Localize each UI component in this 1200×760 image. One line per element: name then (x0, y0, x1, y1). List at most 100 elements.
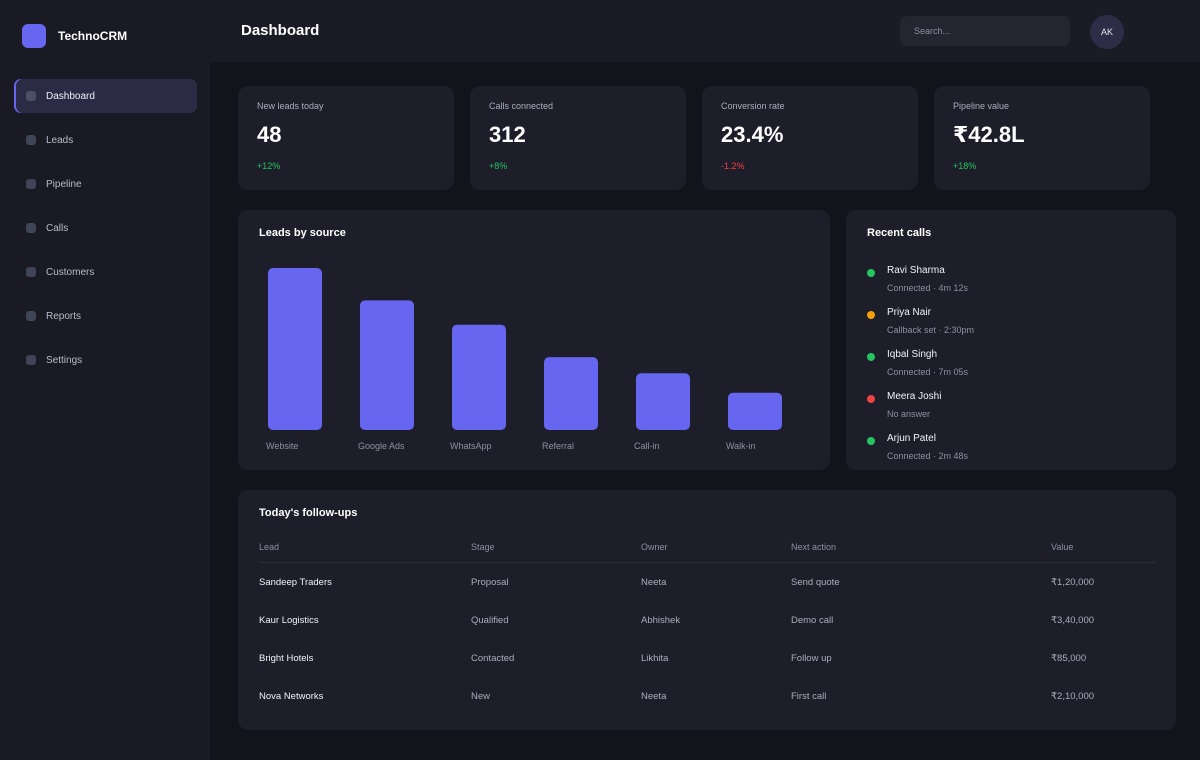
column-header: Next action (791, 542, 837, 552)
kpi-card-pipeline-value: Pipeline value ₹42.8L +18% (934, 86, 1150, 190)
brand-logo-icon (22, 24, 46, 48)
call-status: Connected · 2m 48s (887, 451, 969, 461)
cell-stage: Contacted (471, 653, 515, 664)
cell-stage: Proposal (471, 577, 509, 588)
chart-bar-call-in[interactable] (636, 373, 690, 430)
cell-next-action: Send quote (791, 577, 840, 588)
sidebar-item-customers[interactable]: Customers (14, 255, 197, 289)
sidebar-item-label: Customers (46, 266, 95, 278)
chart-title: Leads by source (259, 227, 346, 239)
sidebar-item-calls[interactable]: Calls (14, 211, 197, 245)
search-input[interactable] (900, 16, 1070, 46)
sidebar-item-reports[interactable]: Reports (14, 299, 197, 333)
recent-calls-card: Recent calls Ravi Sharma Connected · 4m … (846, 210, 1176, 470)
call-item[interactable]: Arjun Patel Connected · 2m 48s (867, 423, 1157, 463)
kpi-label: Calls connected (489, 101, 554, 111)
chart-tick-label: Website (266, 441, 298, 451)
kpi-delta: +18% (953, 161, 977, 171)
chart-bar-website[interactable] (268, 268, 322, 430)
cell-lead: Bright Hotels (259, 653, 314, 664)
call-name: Meera Joshi (887, 391, 942, 402)
chart-bar-walk-in[interactable] (728, 392, 782, 430)
brand[interactable]: TechnoCRM (22, 24, 127, 48)
call-status: Connected · 7m 05s (887, 367, 969, 377)
pipeline-icon (26, 179, 36, 189)
column-header: Value (1051, 542, 1074, 552)
sidebar-item-label: Dashboard (46, 90, 95, 102)
kpi-label: New leads today (257, 101, 324, 111)
kpi-value: 312 (489, 122, 526, 147)
cell-value: ₹3,40,000 (1051, 615, 1095, 626)
sidebar-nav: Dashboard Leads Pipeline Calls Customers… (14, 79, 197, 387)
chart-tick-label: Walk-in (726, 441, 756, 451)
reports-icon (26, 311, 36, 321)
status-dot-icon (867, 395, 875, 403)
sidebar-item-label: Pipeline (46, 178, 82, 190)
table-row[interactable]: Sandeep Traders Proposal Neeta Send quot… (259, 563, 1156, 601)
cell-value: ₹85,000 (1051, 653, 1087, 664)
call-status: Callback set · 2:30pm (887, 325, 975, 335)
chart-tick-label: Google Ads (358, 441, 405, 451)
status-dot-icon (867, 353, 875, 361)
followups-table: Lead Stage Owner Next action Value Sande… (259, 540, 1156, 715)
kpi-value: 48 (257, 122, 282, 147)
cell-lead: Kaur Logistics (259, 615, 319, 626)
sidebar-item-dashboard[interactable]: Dashboard (14, 79, 197, 113)
sidebar-item-label: Settings (46, 354, 83, 366)
cell-owner: Abhishek (641, 615, 681, 626)
column-header: Lead (259, 542, 280, 552)
cell-next-action: First call (791, 691, 827, 702)
chart-bar-whatsapp[interactable] (452, 324, 506, 430)
dashboard-icon (26, 91, 36, 101)
call-name: Iqbal Singh (887, 349, 938, 360)
followups-card: Today's follow-ups Lead Stage Owner Next… (238, 490, 1176, 730)
cell-next-action: Demo call (791, 615, 834, 626)
brand-name: TechnoCRM (58, 29, 128, 43)
leads-by-source-chart: Website Google Ads WhatsApp Referral Call-in… (266, 268, 782, 451)
call-item[interactable]: Priya Nair Callback set · 2:30pm (867, 297, 1157, 337)
table-row[interactable]: Kaur Logistics Qualified Abhishek Demo c… (259, 601, 1156, 639)
avatar[interactable]: AK (1090, 15, 1124, 49)
kpi-card-conversion-rate: Conversion rate 23.4% -1.2% (702, 86, 918, 190)
call-name: Ravi Sharma (887, 265, 945, 276)
chart-tick-label: Call-in (634, 441, 660, 451)
top-header: Dashboard AK (210, 0, 1200, 62)
call-name: Arjun Patel (887, 433, 936, 444)
call-item[interactable]: Meera Joshi No answer (867, 381, 1157, 421)
cell-stage: Qualified (471, 615, 509, 626)
kpi-delta: +12% (257, 161, 281, 171)
calls-icon (26, 223, 36, 233)
chart-bar-referral[interactable] (544, 357, 598, 430)
kpi-card-calls-connected: Calls connected 312 +8% (470, 86, 686, 190)
cell-value: ₹1,20,000 (1051, 577, 1095, 588)
page-title: Dashboard (241, 22, 320, 39)
sidebar-item-leads[interactable]: Leads (14, 123, 197, 157)
call-item[interactable]: Iqbal Singh Connected · 7m 05s (867, 339, 1157, 379)
cell-next-action: Follow up (791, 653, 832, 664)
kpi-label: Pipeline value (953, 101, 1010, 111)
call-status: No answer (887, 409, 931, 419)
table-header: Lead Stage Owner Next action Value (259, 540, 1156, 563)
table-row[interactable]: Bright Hotels Contacted Likhita Follow u… (259, 639, 1156, 677)
sidebar-item-label: Calls (46, 222, 69, 234)
leads-by-source-card: Website Google Ads WhatsApp Referral Call-in… (238, 210, 830, 470)
sidebar-item-settings[interactable]: Settings (14, 343, 197, 377)
kpi-value: ₹42.8L (953, 122, 1025, 147)
cell-lead: Nova Networks (259, 691, 324, 702)
column-header: Owner (641, 542, 668, 552)
chart-bar-google-ads[interactable] (360, 300, 414, 430)
call-item[interactable]: Ravi Sharma Connected · 4m 12s (867, 255, 1157, 295)
recent-calls-title: Recent calls (867, 227, 932, 239)
status-dot-icon (867, 269, 875, 277)
column-header: Stage (471, 542, 495, 552)
settings-icon (26, 355, 36, 365)
call-name: Priya Nair (887, 307, 931, 318)
cell-value: ₹2,10,000 (1051, 691, 1095, 702)
kpi-card-new-leads: New leads today 48 +12% (238, 86, 454, 190)
kpi-label: Conversion rate (721, 101, 785, 111)
call-status: Connected · 4m 12s (887, 283, 969, 293)
sidebar-item-pipeline[interactable]: Pipeline (14, 167, 197, 201)
sidebar-item-label: Leads (46, 134, 74, 146)
table-row[interactable]: Nova Networks New Neeta First call ₹2,10… (259, 677, 1156, 715)
status-dot-icon (867, 437, 875, 445)
